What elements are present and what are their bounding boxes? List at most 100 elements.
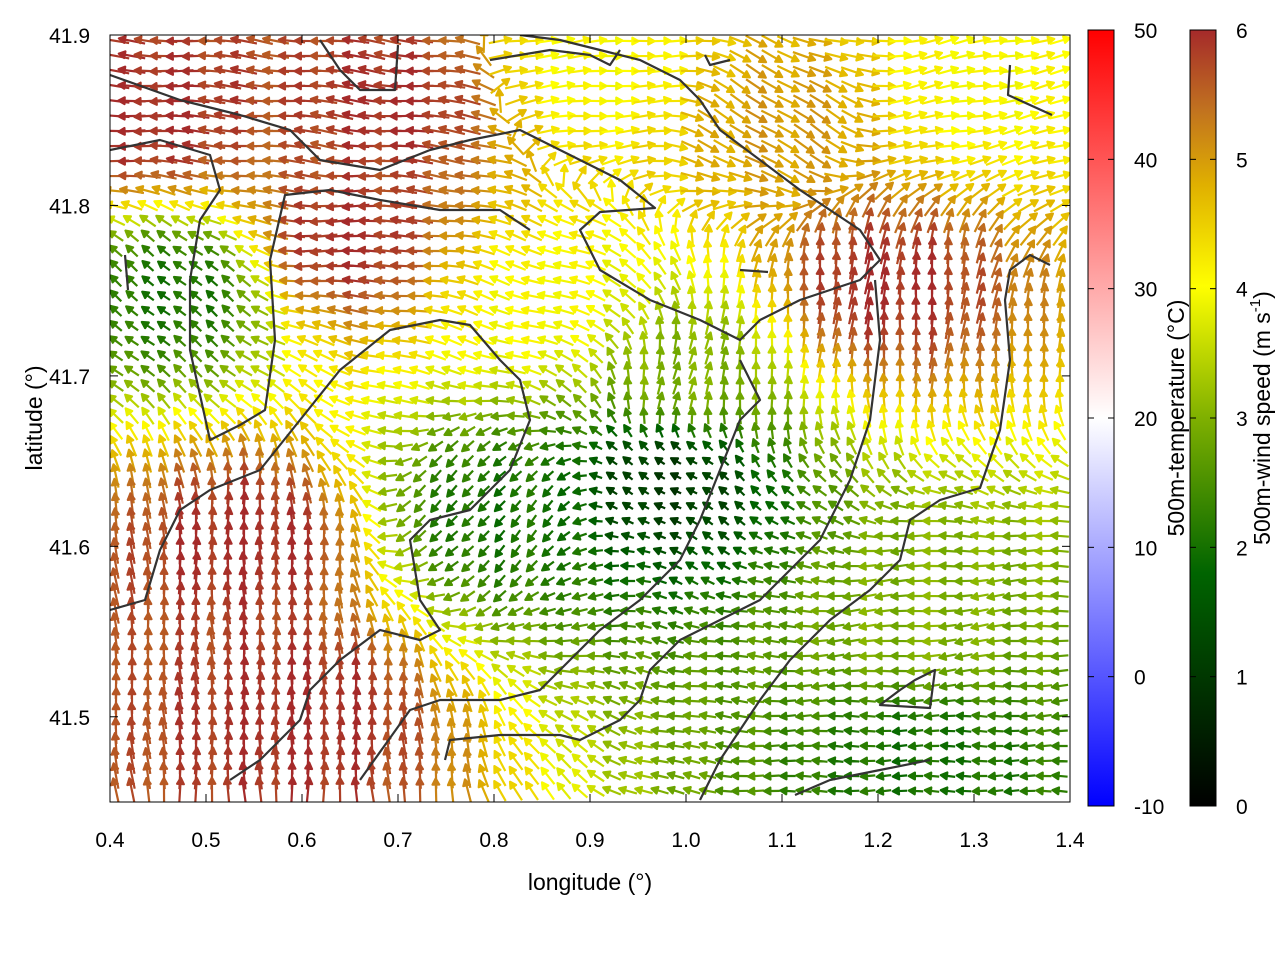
wind-arrow <box>792 65 817 78</box>
wind-arrow <box>344 365 367 375</box>
coastline <box>110 35 1053 801</box>
wind-arrow <box>446 469 458 483</box>
wind-arrow <box>682 786 701 795</box>
wind-colorbar-label-sup: -1 <box>1247 299 1264 312</box>
wind-arrow <box>940 195 957 217</box>
wind-arrow <box>747 561 764 570</box>
wind-arrow <box>156 290 171 301</box>
wind-arrow <box>505 275 527 286</box>
wind-arrow <box>393 380 415 390</box>
wind-arrow <box>688 316 697 336</box>
wind-arrow <box>809 108 831 124</box>
wind-arrow <box>971 741 988 751</box>
wind-arrow <box>538 379 557 392</box>
wind-arrow <box>446 777 456 802</box>
wind-arrow <box>208 521 218 550</box>
wind-arrow <box>923 453 940 469</box>
wind-arrow <box>687 406 697 425</box>
wind-arrow <box>638 440 649 452</box>
temperature-colorbar-tick-label: 10 <box>1134 537 1157 560</box>
wind-arrow <box>298 393 317 409</box>
wind-arrow <box>859 756 876 766</box>
wind-arrow <box>848 236 858 265</box>
wind-arrow <box>603 318 621 334</box>
wind-arrow <box>425 365 446 376</box>
wind-arrow <box>504 350 527 360</box>
wind-arrow <box>491 663 509 679</box>
wind-arrow <box>471 79 496 93</box>
wind-arrow <box>1021 436 1035 456</box>
wind-arrow <box>889 110 912 120</box>
wind-arrow <box>1002 546 1021 556</box>
wind-arrow <box>761 49 784 63</box>
wind-arrow <box>618 680 637 691</box>
wind-arrow <box>714 771 733 781</box>
wind-arrow <box>318 626 328 655</box>
wind-arrow <box>1034 606 1053 616</box>
wind-arrow <box>602 785 622 796</box>
wind-arrow <box>156 320 171 332</box>
wind-arrow <box>494 544 506 558</box>
wind-arrow <box>730 651 749 661</box>
wind-arrow <box>471 94 497 107</box>
wind-arrow <box>672 361 682 380</box>
wind-arrow <box>235 406 252 425</box>
x-tick-label: 0.8 <box>479 829 508 852</box>
wind-arrow <box>875 485 893 497</box>
wind-arrow <box>953 141 976 150</box>
wind-arrow <box>571 441 588 451</box>
wind-arrow <box>667 606 684 615</box>
wind-arrow <box>536 290 559 300</box>
wind-arrow <box>408 350 431 360</box>
wind-arrow <box>713 139 736 153</box>
wind-arrow <box>666 681 685 691</box>
wind-arrow <box>618 770 638 780</box>
wind-arrow <box>842 607 861 616</box>
wind-arrow <box>667 636 684 645</box>
x-tick-label: 0.9 <box>575 829 604 852</box>
wind-arrow <box>473 305 495 317</box>
wind-arrow <box>573 165 587 187</box>
wind-arrow <box>344 380 367 390</box>
wind-arrow <box>475 662 492 680</box>
wind-arrow <box>795 741 812 751</box>
wind-arrow <box>172 392 187 409</box>
wind-arrow <box>875 771 892 781</box>
wind-arrow <box>685 546 698 556</box>
wind-arrow <box>810 681 829 691</box>
wind-arrow <box>487 170 512 180</box>
wind-arrow <box>461 454 475 468</box>
wind-arrow <box>762 606 781 616</box>
wind-arrow <box>585 275 606 287</box>
wind-arrow <box>990 388 1000 413</box>
wind-arrow <box>666 756 685 765</box>
wind-arrow <box>125 259 139 273</box>
wind-arrow <box>361 470 382 481</box>
wind-arrow <box>586 695 605 706</box>
wind-arrow <box>1049 65 1070 76</box>
wind-arrow <box>763 771 780 781</box>
wind-arrow <box>986 622 1005 631</box>
wind-arrow <box>249 260 270 272</box>
wind-arrow <box>488 230 511 241</box>
wind-arrow <box>1001 516 1022 526</box>
wind-arrow <box>970 469 989 482</box>
wind-arrow <box>443 426 461 437</box>
wind-arrow <box>680 171 705 182</box>
wind-arrow <box>890 606 909 616</box>
wind-arrow <box>504 335 527 345</box>
wind-arrow <box>571 753 589 769</box>
wind-arrow <box>875 786 892 796</box>
x-tick-labels: 0.4 0.5 0.6 0.7 0.8 0.9 1.0 1.1 1.2 1.3 1.4 <box>95 829 1085 852</box>
wind-arrow <box>761 64 784 79</box>
wind-arrow <box>588 456 603 466</box>
wind-arrow <box>858 622 877 631</box>
wind-arrow <box>745 48 768 64</box>
wind-arrow <box>604 332 619 350</box>
wind-arrow <box>986 577 1005 586</box>
wind-arrow <box>652 546 667 556</box>
wind-arrow <box>747 591 764 601</box>
wind-arrow <box>470 125 497 135</box>
wind-arrow <box>559 163 569 188</box>
